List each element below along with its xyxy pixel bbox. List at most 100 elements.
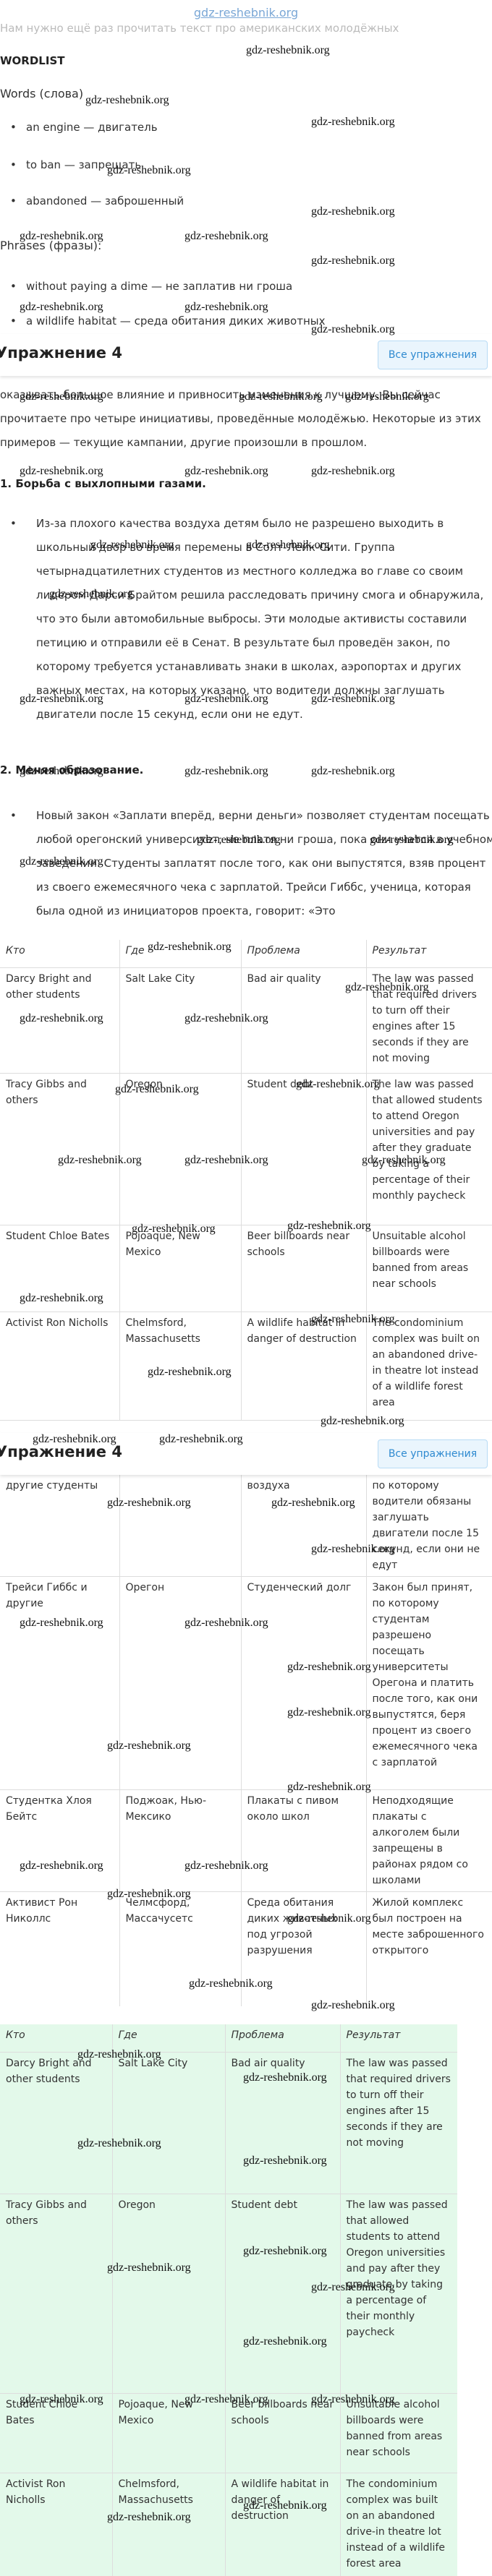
table-cell: Pojoaque, New Mexico <box>119 1225 242 1312</box>
table-cell: Activist Ron Nicholls <box>0 1311 120 1421</box>
watermark: gdz-reshebnik.org <box>20 301 103 313</box>
watermark: gdz-reshebnik.org <box>296 1078 380 1090</box>
table-row: Student Chloe Bates Pojoaque, New Mexico B… <box>0 2393 457 2473</box>
table-row: другие студенты воздуха по которому водите… <box>0 1475 492 1577</box>
watermark: gdz-reshebnik.org <box>77 2137 161 2149</box>
header-cell: Проблема <box>225 2024 341 2053</box>
header-row: Кто Где Проблема Результат <box>0 2024 457 2053</box>
section-heading: 2. Меняя образование. <box>0 763 144 776</box>
exercise-title: Упражнение 4 <box>0 344 122 361</box>
watermark: gdz-reshebnik.org <box>33 1433 116 1445</box>
watermark: gdz-reshebnik.org <box>85 94 169 106</box>
watermark: gdz-reshebnik.org <box>239 390 323 403</box>
table-cell: The law was passed that required drivers… <box>366 967 492 1074</box>
watermark: gdz-reshebnik.org <box>107 1888 191 1900</box>
watermark: gdz-reshebnik.org <box>287 1781 371 1793</box>
table-row: Tracy Gibbs and others Oregon Student debt… <box>0 2194 457 2394</box>
table-cell: Chelmsford, Massachusetts <box>112 2473 226 2576</box>
section-text: Из-за плохого качества воздуха детям был… <box>10 512 492 727</box>
table-row: Darcy Bright and other students Salt Lake… <box>0 967 492 1074</box>
watermark: gdz-reshebnik.org <box>20 1617 103 1629</box>
table-cell: The law was passed that allowed students… <box>340 2194 457 2394</box>
watermark: gdz-reshebnik.org <box>370 834 454 846</box>
watermark: gdz-reshebnik.org <box>184 1154 268 1166</box>
watermark: gdz-reshebnik.org <box>184 1617 268 1629</box>
watermark: gdz-reshebnik.org <box>189 1977 273 1990</box>
table-cell: Орегон <box>119 1576 242 1790</box>
watermark: gdz-reshebnik.org <box>311 465 395 477</box>
table-cell: Oregon <box>112 2194 226 2394</box>
table-cell: The condominium complex was built on an … <box>366 1311 492 1421</box>
watermark: gdz-reshebnik.org <box>311 323 395 335</box>
table-cell: Unsuitable alcohol billboards were banne… <box>366 1225 492 1312</box>
table-row: Трейси Гиббс и другие Орегон Студенческий … <box>0 1576 492 1790</box>
watermark: gdz-reshebnik.org <box>321 1415 404 1427</box>
section-heading: 1. Борьба с выхлопными газами. <box>0 477 206 490</box>
watermark: gdz-reshebnik.org <box>107 2262 191 2274</box>
watermark: gdz-reshebnik.org <box>90 539 174 551</box>
table-cell: Beer billboards near schools <box>225 2393 341 2473</box>
watermark: gdz-reshebnik.org <box>345 390 429 403</box>
watermark: gdz-reshebnik.org <box>287 1220 371 1232</box>
watermark: gdz-reshebnik.org <box>345 981 429 993</box>
watermark: gdz-reshebnik.org <box>311 765 395 777</box>
watermark: gdz-reshebnik.org <box>362 1154 446 1166</box>
header-row: Кто Где Проблема Результат <box>0 940 492 968</box>
all-exercises-button[interactable]: Все упражнения <box>378 1439 488 1468</box>
watermark: gdz-reshebnik.org <box>20 230 103 242</box>
table-cell: A wildlife habitat in danger of destruct… <box>225 2473 341 2576</box>
table-cell: Student Chloe Bates <box>0 1225 120 1312</box>
table-cell: Плакаты с пивом около школ <box>241 1789 367 1892</box>
word-item: to ban — запрещать <box>10 153 141 177</box>
table-cell: Среда обитания диких животных под угрозо… <box>241 1891 367 2006</box>
phrases-heading: Phrases (фразы): <box>0 239 102 252</box>
watermark: gdz-reshebnik.org <box>20 2393 103 2405</box>
table-cell: The condominium complex was built on an … <box>340 2473 457 2576</box>
table-cell: Salt Lake City <box>112 2052 226 2194</box>
watermark: gdz-reshebnik.org <box>246 539 330 551</box>
watermark: gdz-reshebnik.org <box>243 2499 327 2512</box>
table-body: Кто Где Проблема Результат Darcy Bright and … <box>0 940 492 1421</box>
table-cell: Студенческий долг <box>241 1576 367 1790</box>
header-cell: Кто <box>0 2024 113 2053</box>
watermark: gdz-reshebnik.org <box>246 44 330 56</box>
table: Кто Где Проблема Результат Darcy Bright and … <box>0 940 492 1421</box>
watermark: gdz-reshebnik.org <box>311 1313 395 1325</box>
watermark: gdz-reshebnik.org <box>148 1366 232 1378</box>
table-cell: Student debt <box>241 1073 367 1225</box>
watermark: gdz-reshebnik.org <box>184 765 268 777</box>
table-row: Студентка Хлоя Бейтс Поджоак, Нью-Мексико… <box>0 1789 492 1892</box>
table-row: Student Chloe Bates Pojoaque, New Mexico B… <box>0 1225 492 1312</box>
wordlist-title: WORDLIST <box>0 54 65 67</box>
table: Кто Где Проблема Результат Darcy Bright and … <box>0 2024 457 2576</box>
table: другие студенты воздуха по которому водите… <box>0 1475 492 2006</box>
watermark: gdz-reshebnik.org <box>243 2335 327 2348</box>
table-cell: Chelmsford, Massachusetts <box>119 1311 242 1421</box>
watermark: gdz-reshebnik.org <box>58 1154 142 1166</box>
watermark: gdz-reshebnik.org <box>159 1433 243 1445</box>
table-cell: A wildlife habitat in danger of destruct… <box>241 1311 367 1421</box>
phrase-item: a wildlife habitat — среда обитания дики… <box>10 309 325 333</box>
watermark: gdz-reshebnik.org <box>20 465 103 477</box>
table-body: другие студенты воздуха по которому водите… <box>0 1475 492 2006</box>
exercise-bar: Упражнение 4 Все упражнения <box>0 1433 492 1475</box>
watermark: gdz-reshebnik.org <box>107 2511 191 2523</box>
all-exercises-button[interactable]: Все упражнения <box>378 341 488 369</box>
watermark: gdz-reshebnik.org <box>20 855 103 868</box>
watermark: gdz-reshebnik.org <box>197 834 281 846</box>
faded-text: Нам нужно ещё раз прочитать текст про ам… <box>0 22 399 35</box>
exercise-bar: Упражнение 4 Все упражнения <box>0 334 492 376</box>
table-cell: Челмсфорд, Массачусетс <box>119 1891 242 2006</box>
watermark: gdz-reshebnik.org <box>311 2393 395 2405</box>
watermark: gdz-reshebnik.org <box>311 2281 395 2293</box>
watermark: gdz-reshebnik.org <box>311 254 395 267</box>
watermark: gdz-reshebnik.org <box>20 1860 103 1872</box>
table-row: Активист Рон Николлс Челмсфорд, Массачусе… <box>0 1891 492 2006</box>
watermark: gdz-reshebnik.org <box>49 588 133 600</box>
table-cell: по которому водители обязаны заглушать д… <box>366 1475 492 1577</box>
header-cell: Где <box>112 2024 226 2053</box>
watermark: gdz-reshebnik.org <box>311 116 395 128</box>
table-cell: Student debt <box>225 2194 341 2394</box>
watermark: gdz-reshebnik.org <box>287 1912 371 1925</box>
watermark: gdz-reshebnik.org <box>184 1860 268 1872</box>
